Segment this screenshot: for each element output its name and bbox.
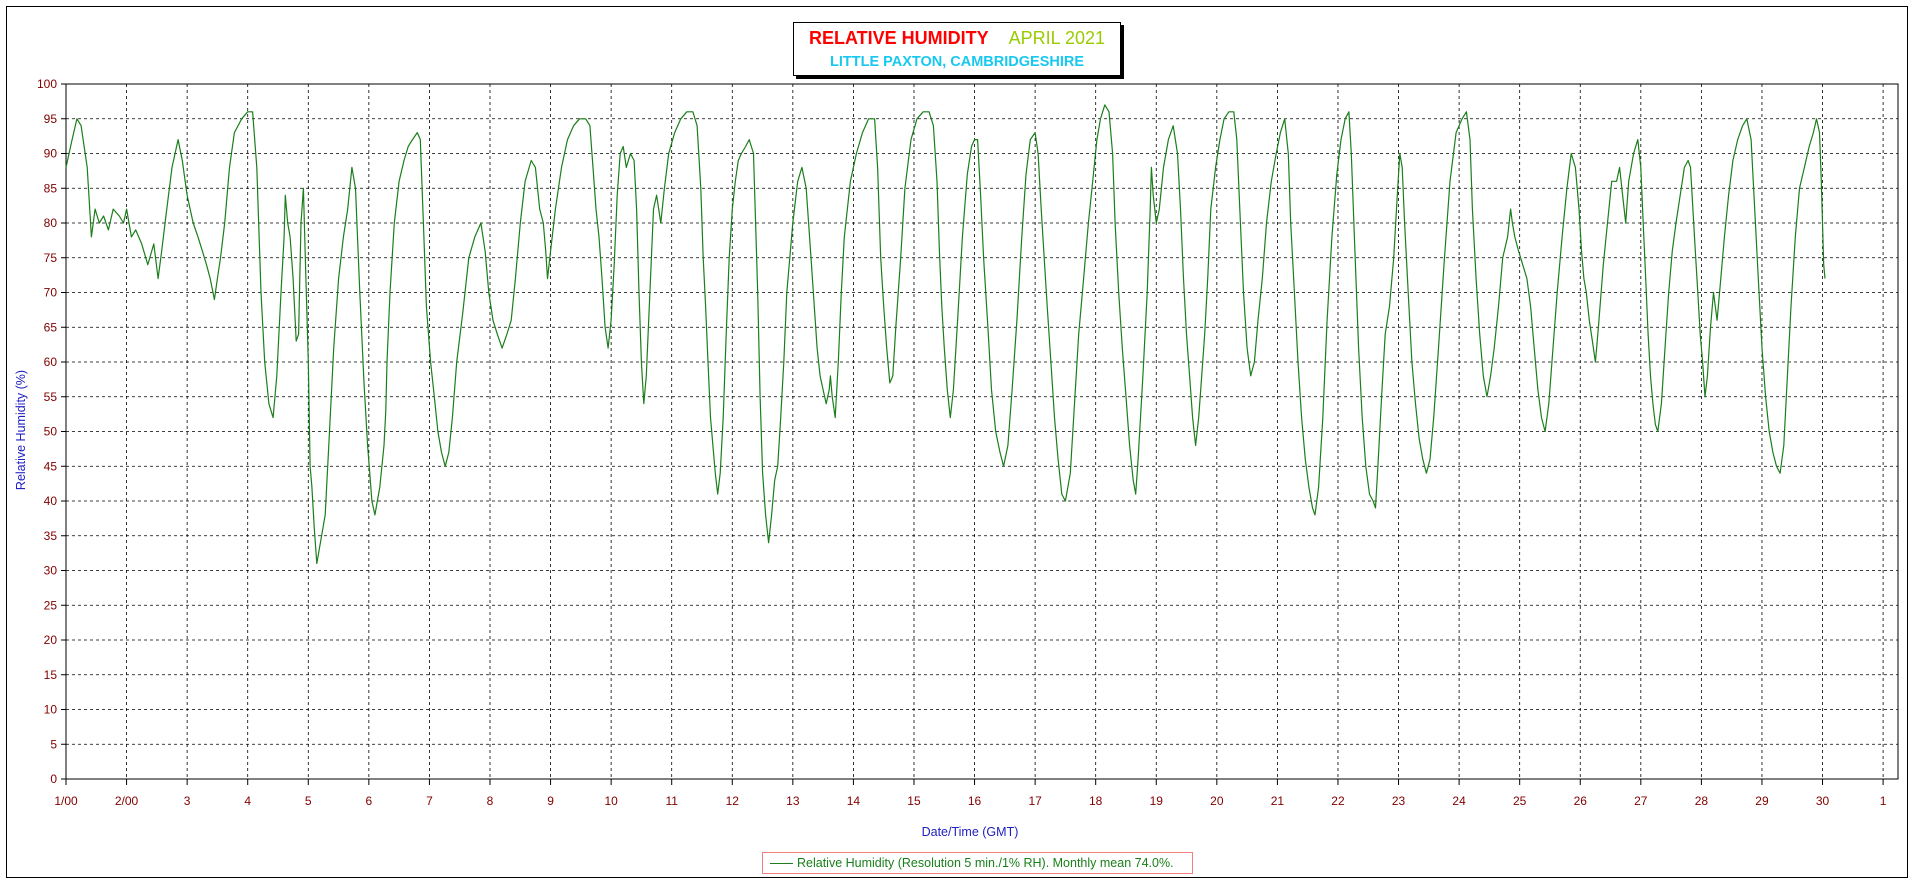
x-tick-label: 24 <box>1452 794 1466 808</box>
y-tick-label: 0 <box>50 772 57 786</box>
grid-layer <box>66 83 1898 779</box>
x-tick-label: 26 <box>1574 794 1588 808</box>
chart-title: RELATIVE HUMIDITY APRIL 2021 <box>794 28 1120 49</box>
y-tick-label: 70 <box>44 286 58 300</box>
x-tick-label: 5 <box>305 794 312 808</box>
y-tick-label: 35 <box>44 529 58 543</box>
y-tick-label: 100 <box>37 77 57 91</box>
legend-swatch <box>770 863 793 864</box>
y-tick-label: 10 <box>44 703 58 717</box>
y-tick-label: 80 <box>44 216 58 230</box>
label-layer: Date/Time (GMT) Relative Humidity (%) <box>14 370 1018 839</box>
x-tick-label: 30 <box>1816 794 1830 808</box>
y-tick-label: 45 <box>44 459 58 473</box>
x-tick-label: 17 <box>1028 794 1042 808</box>
x-tick-label: 20 <box>1210 794 1224 808</box>
x-tick-label: 18 <box>1089 794 1103 808</box>
y-tick-label: 20 <box>44 633 58 647</box>
y-tick-label: 85 <box>44 181 58 195</box>
x-tick-label: 7 <box>426 794 433 808</box>
y-tick-label: 95 <box>44 112 58 126</box>
x-tick-label: 27 <box>1634 794 1648 808</box>
chart-frame <box>6 6 1908 878</box>
y-axis-label: Relative Humidity (%) <box>14 370 28 490</box>
x-tick-label: 25 <box>1513 794 1527 808</box>
x-tick-label: 15 <box>907 794 921 808</box>
x-tick-label: 8 <box>487 794 494 808</box>
y-tick-label: 75 <box>44 251 58 265</box>
x-tick-label: 23 <box>1392 794 1406 808</box>
x-tick-label: 1/00 <box>54 794 78 808</box>
plot-area <box>65 83 1899 780</box>
x-tick-label: 19 <box>1150 794 1164 808</box>
x-tick-label: 16 <box>968 794 982 808</box>
x-axis-label: Date/Time (GMT) <box>922 825 1019 839</box>
y-tick-label: 15 <box>44 668 58 682</box>
x-tick-label: 10 <box>604 794 618 808</box>
x-tick-label: 11 <box>665 794 678 808</box>
chart-title-box: RELATIVE HUMIDITY APRIL 2021 LITTLE PAXTO… <box>793 22 1121 76</box>
series-line-relative-humidity <box>65 104 1826 565</box>
axis-layer: 0510152025303540455055606570758085909510… <box>37 77 1899 808</box>
y-tick-label: 40 <box>44 494 58 508</box>
x-tick-label: 13 <box>786 794 800 808</box>
y-tick-label: 30 <box>44 564 58 578</box>
legend-label: Relative Humidity (Resolution 5 min./1% … <box>797 856 1174 870</box>
x-tick-label: 14 <box>847 794 861 808</box>
series-layer <box>65 104 1826 565</box>
chart-subtitle: LITTLE PAXTON, CAMBRIDGESHIRE <box>829 54 1085 70</box>
y-tick-label: 50 <box>44 425 58 439</box>
x-tick-label: 9 <box>547 794 554 808</box>
y-tick-label: 25 <box>44 598 58 612</box>
legend: Relative Humidity (Resolution 5 min./1% … <box>762 852 1193 874</box>
title-period-text: APRIL 2021 <box>1008 28 1106 48</box>
x-tick-label: 6 <box>366 794 373 808</box>
x-tick-label: 3 <box>184 794 191 808</box>
x-tick-label: 28 <box>1695 794 1709 808</box>
y-tick-label: 65 <box>44 320 58 334</box>
y-tick-label: 90 <box>44 147 58 161</box>
x-tick-label: 21 <box>1271 794 1285 808</box>
y-tick-label: 55 <box>44 390 58 404</box>
x-tick-label: 1 <box>1880 794 1887 808</box>
title-main-text: RELATIVE HUMIDITY <box>808 28 989 48</box>
x-tick-label: 12 <box>726 794 740 808</box>
x-tick-label: 2/00 <box>115 794 139 808</box>
x-tick-label: 29 <box>1755 794 1769 808</box>
x-tick-label: 4 <box>244 794 251 808</box>
y-tick-label: 5 <box>50 737 57 751</box>
x-tick-label: 22 <box>1331 794 1345 808</box>
y-tick-label: 60 <box>44 355 58 369</box>
